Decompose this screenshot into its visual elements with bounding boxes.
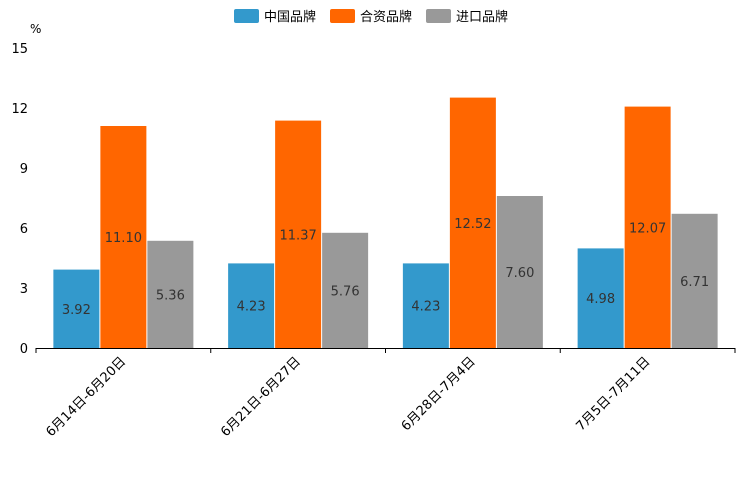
legend-swatch bbox=[330, 9, 355, 23]
y-axis-ticks: 0 3 6 9 12 15 bbox=[11, 42, 28, 357]
x-axis: 6月14日-6月20日 6月21日-6月27日 6月28日-7月4日 7月5日-7月1… bbox=[35, 348, 736, 440]
bar bbox=[624, 106, 671, 348]
bar bbox=[496, 196, 543, 348]
bar bbox=[577, 248, 624, 348]
data-label: 5.76 bbox=[331, 284, 360, 299]
x-tick-label: 6月28日-7月4日 bbox=[399, 354, 479, 434]
y-tick-label: 3 bbox=[20, 282, 28, 297]
legend-swatch bbox=[426, 9, 451, 23]
y-tick-label: 12 bbox=[11, 102, 28, 117]
data-label: 3.92 bbox=[62, 303, 91, 318]
data-label: 12.52 bbox=[454, 217, 491, 232]
x-tick-label: 7月5日-7月11日 bbox=[574, 354, 654, 434]
y-axis-unit-label: % bbox=[30, 22, 41, 36]
legend-label: 中国品牌 bbox=[264, 9, 316, 25]
bar bbox=[53, 269, 100, 348]
legend-label: 合资品牌 bbox=[360, 9, 412, 25]
data-label: 4.98 bbox=[586, 292, 615, 307]
data-label: 12.07 bbox=[629, 221, 666, 236]
legend: 中国品牌 合资品牌 进口品牌 bbox=[234, 9, 508, 25]
x-tick-label: 6月21日-6月27日 bbox=[218, 354, 304, 440]
bar bbox=[671, 213, 718, 348]
bars bbox=[53, 97, 718, 348]
bar bbox=[449, 97, 496, 348]
bar bbox=[228, 263, 275, 348]
data-label: 6.71 bbox=[680, 275, 709, 290]
data-label: 7.60 bbox=[505, 266, 534, 281]
y-tick-label: 0 bbox=[20, 342, 28, 357]
data-label: 5.36 bbox=[156, 288, 185, 303]
legend-label: 进口品牌 bbox=[456, 9, 508, 25]
bar bbox=[402, 263, 449, 348]
bar bbox=[275, 120, 322, 348]
data-labels: 3.92 4.23 4.23 4.98 11.10 11.37 12.52 12.07 5.36… bbox=[62, 217, 709, 318]
data-label: 4.23 bbox=[411, 300, 440, 315]
bar bbox=[147, 240, 194, 348]
y-tick-label: 9 bbox=[20, 162, 28, 177]
bar bbox=[100, 126, 147, 348]
data-label: 4.23 bbox=[237, 300, 266, 315]
bar bbox=[322, 232, 369, 348]
legend-swatch bbox=[234, 9, 259, 23]
y-tick-label: 6 bbox=[20, 222, 28, 237]
x-tick-label: 6月14日-6月20日 bbox=[43, 354, 129, 440]
data-label: 11.10 bbox=[105, 231, 142, 246]
data-label: 11.37 bbox=[280, 228, 317, 243]
y-tick-label: 15 bbox=[11, 42, 28, 57]
